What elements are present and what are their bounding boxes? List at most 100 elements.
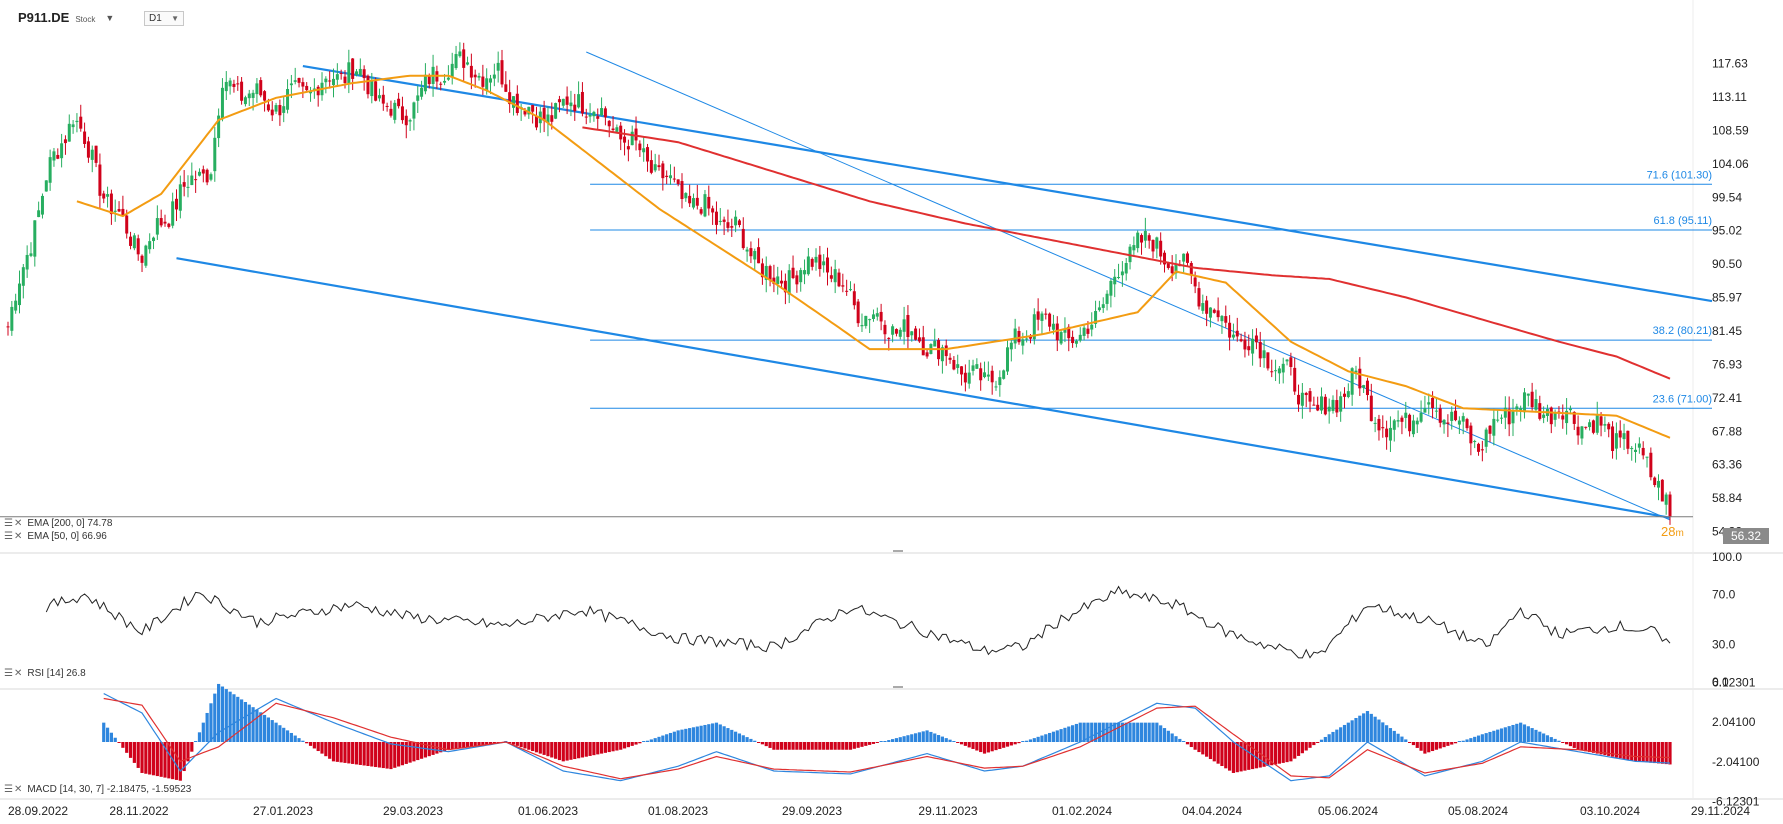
macd-histogram-bar bbox=[1028, 739, 1033, 742]
macd-histogram-bar bbox=[400, 742, 405, 766]
candle-body bbox=[1542, 414, 1546, 418]
candle-body bbox=[140, 255, 144, 263]
macd-histogram-bar bbox=[293, 735, 297, 742]
macd-histogram-bar bbox=[1576, 742, 1580, 750]
macd-histogram-bar bbox=[1044, 734, 1048, 742]
candle-body bbox=[588, 115, 592, 117]
macd-histogram-bar bbox=[741, 735, 745, 742]
candle-body bbox=[1021, 339, 1025, 346]
macd-histogram-bar bbox=[1641, 742, 1645, 763]
macd-histogram-bar bbox=[1572, 742, 1576, 748]
candle-body bbox=[213, 137, 217, 172]
candle-body bbox=[1603, 424, 1607, 426]
candle-body bbox=[741, 228, 745, 249]
candle-body bbox=[952, 359, 956, 370]
candle-body bbox=[960, 366, 964, 375]
candle-body bbox=[6, 326, 10, 328]
macd-histogram-bar bbox=[297, 738, 301, 742]
candle-body bbox=[829, 275, 833, 279]
macd-histogram-bar bbox=[527, 742, 531, 750]
macd-histogram-bar bbox=[936, 735, 941, 742]
macd-histogram-bar bbox=[1465, 739, 1469, 742]
macd-histogram-bar bbox=[1132, 722, 1136, 742]
settings-icon[interactable]: ☰✕ bbox=[4, 518, 24, 529]
candle-body bbox=[1251, 338, 1255, 354]
candle-body bbox=[1457, 420, 1461, 425]
macd-histogram-bar bbox=[1476, 735, 1481, 742]
candle-body bbox=[385, 105, 389, 107]
candle-body bbox=[1323, 396, 1327, 415]
macd-histogram-bar bbox=[1300, 742, 1304, 754]
macd-histogram-bar bbox=[209, 703, 213, 742]
candle-body bbox=[1254, 335, 1258, 343]
symbol-dropdown-icon[interactable]: ▼ bbox=[105, 12, 115, 23]
symbol-name[interactable]: P911.DE bbox=[18, 10, 70, 25]
candle-body bbox=[174, 198, 178, 210]
macd-histogram-bar bbox=[1362, 713, 1366, 742]
candle-body bbox=[979, 368, 983, 381]
macd-legend[interactable]: ☰✕ MACD [14, 30, 7] -2.18475, -1.59523 bbox=[4, 784, 191, 795]
candle-body bbox=[1086, 328, 1090, 334]
settings-icon[interactable]: ☰✕ bbox=[4, 784, 24, 795]
candle-body bbox=[416, 95, 420, 101]
macd-histogram-bar bbox=[756, 742, 761, 743]
macd-histogram-bar bbox=[1059, 729, 1063, 742]
candle-body bbox=[634, 128, 638, 141]
candle-body bbox=[577, 94, 581, 108]
pane-resize-handle[interactable] bbox=[893, 550, 903, 552]
candle-body bbox=[534, 115, 538, 128]
candle-body bbox=[1155, 237, 1159, 249]
macd-histogram-bar bbox=[550, 742, 554, 758]
ema200-legend[interactable]: ☰✕ EMA [200, 0] 74.78 bbox=[4, 518, 112, 529]
candle-body bbox=[1565, 410, 1569, 424]
candle-body bbox=[649, 160, 653, 173]
candle-body bbox=[1411, 420, 1415, 435]
settings-icon[interactable]: ☰✕ bbox=[4, 531, 24, 542]
macd-histogram-bar bbox=[1557, 740, 1561, 742]
candle-body bbox=[1438, 408, 1442, 423]
candle-body bbox=[1500, 417, 1504, 419]
macd-histogram-bar bbox=[1511, 724, 1515, 742]
macd-histogram-bar bbox=[676, 730, 680, 742]
candle-body bbox=[1185, 253, 1189, 263]
macd-histogram-bar bbox=[1519, 722, 1523, 742]
macd-histogram-bar bbox=[1603, 742, 1607, 756]
x-tick-label: 03.10.2024 bbox=[1580, 804, 1640, 818]
candle-body bbox=[722, 219, 726, 222]
macd-histogram-bar bbox=[822, 742, 826, 750]
y-tick-label: 95.02 bbox=[1712, 224, 1742, 238]
candle-body bbox=[1385, 428, 1389, 438]
macd-histogram-bar bbox=[1151, 722, 1155, 742]
candle-body bbox=[826, 257, 830, 273]
candle-body bbox=[944, 345, 948, 357]
ema50-legend[interactable]: ☰✕ EMA [50, 0] 66.96 bbox=[4, 531, 107, 542]
macd-histogram-bar bbox=[270, 720, 274, 742]
rsi-legend[interactable]: ☰✕ RSI [14] 26.8 bbox=[4, 668, 86, 679]
candle-body bbox=[228, 80, 232, 87]
macd-histogram-bar bbox=[829, 742, 833, 750]
candle-body bbox=[1377, 418, 1381, 431]
candle-body bbox=[523, 110, 527, 115]
candle-body bbox=[1591, 420, 1595, 433]
macd-histogram-bar bbox=[1293, 742, 1297, 759]
macd-histogram-bar bbox=[1492, 730, 1496, 742]
candle-body bbox=[1419, 412, 1423, 422]
candle-body bbox=[1117, 277, 1121, 279]
macd-histogram-bar bbox=[492, 742, 496, 744]
candle-body bbox=[1009, 342, 1013, 350]
candle-body bbox=[1645, 456, 1649, 458]
y-tick-label: 99.54 bbox=[1712, 190, 1742, 204]
settings-icon[interactable]: ☰✕ bbox=[4, 668, 24, 679]
macd-histogram-bar bbox=[404, 742, 408, 764]
candle-body bbox=[780, 280, 784, 284]
timeframe-select[interactable]: D1 ▼ bbox=[144, 11, 184, 26]
macd-histogram-bar bbox=[1396, 733, 1400, 742]
macd-histogram-bar bbox=[1055, 730, 1059, 742]
macd-histogram-bar bbox=[220, 686, 225, 742]
macd-histogram-bar bbox=[1312, 742, 1316, 746]
macd-histogram-bar bbox=[1442, 742, 1446, 748]
fib-level-label: 23.6 (71.00) bbox=[1653, 393, 1712, 405]
pane-resize-handle[interactable] bbox=[893, 686, 903, 688]
macd-histogram-bar bbox=[1262, 742, 1266, 767]
